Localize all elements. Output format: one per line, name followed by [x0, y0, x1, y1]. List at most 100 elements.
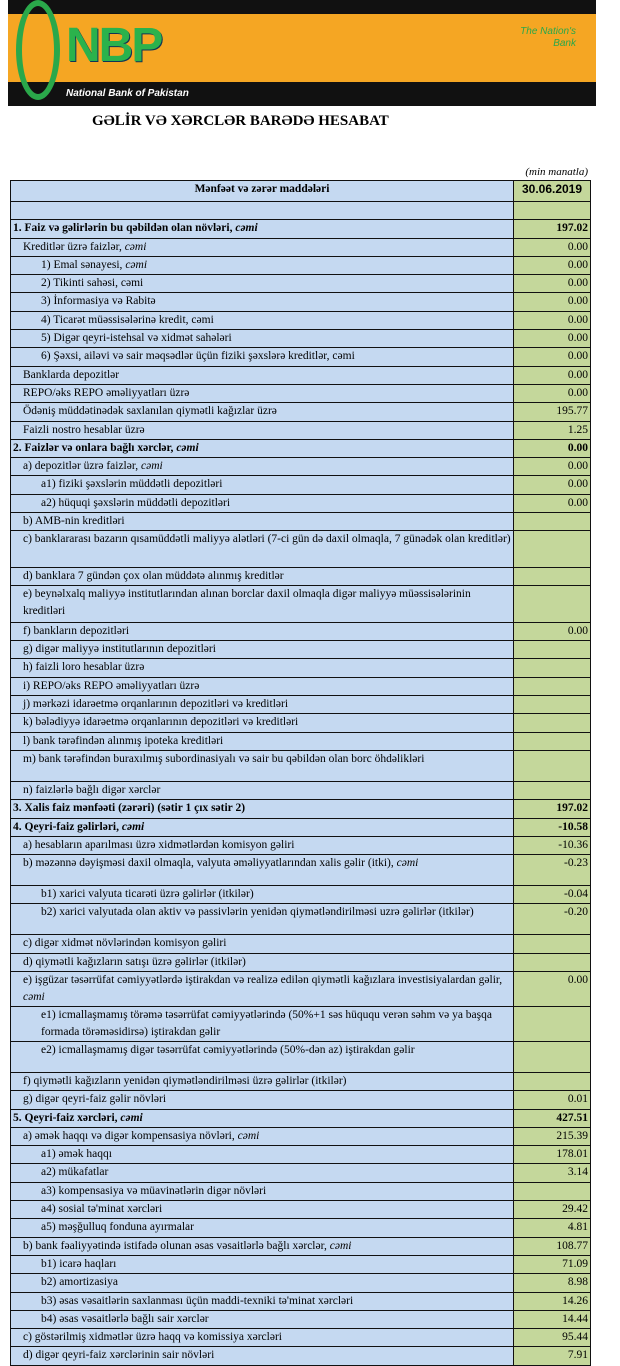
row-label: 1. Faiz və gəlirlərin bu qəbildən olan n… — [10, 219, 514, 239]
banner-bottom-bar — [8, 82, 596, 106]
table-row: b3) əsas vəsaitlərin saxlanması üçün mad… — [10, 1291, 591, 1311]
row-value: 215.39 — [513, 1126, 591, 1147]
row-label-text: d) digər qeyri-faiz xərclərinin sair növ… — [23, 1349, 215, 1362]
row-label-emphasis: cəmi — [124, 240, 147, 253]
column-header-date: 30.06.2019 — [513, 180, 591, 202]
row-label: c) banklararası bazarın qısamüddətli mal… — [10, 530, 514, 568]
nbp-logo-icon — [16, 0, 60, 100]
row-label: a2) mükafatlar — [10, 1163, 514, 1183]
row-label-text: 3) İnformasiya və Rabitə — [41, 295, 156, 308]
row-label-text: a) depozitlər üzrə faizlər, — [23, 460, 141, 473]
row-label: 2. Faizlər və onlara bağlı xərclər, cəmi — [10, 438, 514, 459]
row-label-text: b) məzənnə dəyişməsi daxil olmaqla, valy… — [23, 857, 397, 870]
table-row: e1) icmallaşmamış törəmə təsərrüfat cəmi… — [10, 1005, 591, 1042]
row-value — [513, 658, 591, 678]
row-label: b2) amortizasiya — [10, 1273, 514, 1293]
row-value: 0.00 — [513, 329, 591, 349]
table-row: Banklarda depozitlər 0.00 — [10, 365, 591, 385]
table-row: l) bank tərəfindən alınmış ipoteka kredi… — [10, 731, 591, 751]
row-value: 178.01 — [513, 1145, 591, 1165]
row-label: c) digər xidmət növlərindən komisyon gəl… — [10, 934, 514, 954]
table-row: f) bankların depozitləri 0.00 — [10, 621, 591, 642]
table-row: b) məzənnə dəyişməsi daxil olmaqla, valy… — [10, 854, 591, 887]
row-label — [10, 200, 514, 221]
row-label: a5) məşğulluq fonduna ayırmalar — [10, 1218, 514, 1238]
row-label: k) bələdiyyə idarəetmə orqanlarının depo… — [10, 713, 514, 733]
row-label-text: Ödəniş müddətinədək saxlanılan qiymətli … — [23, 405, 277, 418]
row-label: b3) əsas vəsaitlərin saxlanması üçün mad… — [10, 1291, 514, 1311]
row-value: 4.81 — [513, 1218, 591, 1238]
row-label-text: e1) icmallaşmamış törəmə təsərrüfat cəmi… — [41, 1008, 492, 1038]
row-label-emphasis: cəmi — [176, 441, 199, 454]
row-value — [513, 749, 591, 782]
tagline: The Nation's Bank — [520, 26, 576, 49]
table-row: 2. Faizlər və onlara bağlı xərclər, cəmi… — [10, 438, 591, 459]
table-row: c) digər xidmət növlərindən komisyon gəl… — [10, 934, 591, 954]
row-label-text: a5) məşğulluq fonduna ayırmalar — [41, 1221, 194, 1234]
row-value: -10.36 — [513, 835, 591, 856]
row-label-text: 5) Digər qeyri-istehsal və xidmət sahələ… — [41, 332, 232, 345]
row-value — [513, 566, 591, 587]
row-label-emphasis: cəmi — [120, 1111, 143, 1124]
table-row: c) banklararası bazarın qısamüddətli mal… — [10, 530, 591, 568]
row-label: e) beynəlxalq maliyyə institutlarından a… — [10, 585, 514, 623]
table-row: e) beynəlxalq maliyyə institutlarından a… — [10, 585, 591, 623]
row-label: d) qiymətli kağızların satışı üzrə gəlir… — [10, 952, 514, 972]
row-label: 2) Tikinti sahəsi, cəmi — [10, 274, 514, 294]
row-label: m) bank tərəfindən buraxılmış subordinas… — [10, 749, 514, 782]
table-row: b4) əsas vəsaitlərlə bağlı sair xərclər 1… — [10, 1309, 591, 1330]
table-row: b2) amortizasiya 8.98 — [10, 1273, 591, 1293]
row-label-text: a) hesabların aparılması üzrə xidmətlərd… — [23, 838, 295, 851]
row-value: 8.98 — [513, 1273, 591, 1293]
page-title: GƏLİR VƏ XƏRCLƏR BARƏDƏ HESABAT — [92, 113, 389, 129]
table-row: b2) xarici valyutada olan aktiv və passi… — [10, 903, 591, 936]
row-label-text: b2) xarici valyutada olan aktiv və passi… — [41, 906, 474, 919]
row-label-emphasis: cəmi — [125, 258, 148, 271]
row-value: 0.00 — [513, 438, 591, 459]
row-label: f) bankların depozitləri — [10, 621, 514, 642]
row-value — [513, 1071, 591, 1092]
row-value: 0.00 — [513, 493, 591, 514]
row-value: 0.00 — [513, 383, 591, 404]
income-statement-table: Mənfəət və zərər maddələri 30.06.2019 1.… — [10, 180, 591, 1366]
row-value — [513, 952, 591, 972]
row-label: 4) Ticarət müəssisələrinə kredit, cəmi — [10, 310, 514, 331]
row-value: 0.00 — [513, 292, 591, 312]
row-value — [513, 695, 591, 715]
row-value — [513, 640, 591, 660]
table-row: b1) xarici valyuta ticarəti üzrə gəlirlə… — [10, 885, 591, 905]
row-label: f) qiymətli kağızların yenidən qiymətlən… — [10, 1071, 514, 1092]
row-label-text: 1. Faiz və gəlirlərin bu qəbildən olan n… — [13, 222, 236, 235]
row-label: g) digər qeyri-faiz gəlir növləri — [10, 1090, 514, 1110]
table-row: a5) məşğulluq fonduna ayırmalar 4.81 — [10, 1218, 591, 1238]
table-row: c) göstərilmiş xidmətlər üzrə haqq və ko… — [10, 1328, 591, 1348]
row-value: 108.77 — [513, 1236, 591, 1256]
banner-orange-bar — [8, 14, 596, 82]
banner-top-bar — [8, 0, 596, 14]
table-row: a2) mükafatlar 3.14 — [10, 1163, 591, 1183]
row-label-text: b3) əsas vəsaitlərin saxlanması üçün mad… — [41, 1294, 354, 1307]
row-value: 3.14 — [513, 1163, 591, 1183]
table-row: m) bank tərəfindən buraxılmış subordinas… — [10, 749, 591, 782]
table-row: a2) hüquqi şəxslərin müddətli depozitlər… — [10, 493, 591, 514]
row-value: 0.00 — [513, 621, 591, 642]
row-label-text: g) digər qeyri-faiz gəlir növləri — [23, 1093, 167, 1106]
table-row: 4) Ticarət müəssisələrinə kredit, cəmi 0.… — [10, 310, 591, 331]
row-label: 6) Şəxsi, ailəvi və sair məqsədlər üçün … — [10, 347, 514, 367]
table-row: Faizli nostro hesablar üzrə 1.25 — [10, 420, 591, 440]
table-row: e) işgüzar təsərrüfat cəmiyyətlərdə işti… — [10, 970, 591, 1007]
row-label-text: e) işgüzar təsərrüfat cəmiyyətlərdə işti… — [23, 973, 503, 986]
row-label-text: n) faizlərlə bağlı digər xərclər — [23, 783, 161, 796]
row-label: l) bank tərəfindən alınmış ipoteka kredi… — [10, 731, 514, 751]
table-row: 3) İnformasiya və Rabitə 0.00 — [10, 292, 591, 312]
row-label-text: i) REPO/əks REPO əməliyyatları üzrə — [23, 679, 200, 692]
row-value: 71.09 — [513, 1254, 591, 1275]
row-value: 95.44 — [513, 1328, 591, 1348]
row-label: Kreditlər üzrə faizlər, cəmi — [10, 237, 514, 257]
row-label: e2) icmallaşmamış digər təsərrüfat cəmiy… — [10, 1040, 514, 1073]
row-label-text: b1) xarici valyuta ticarəti üzrə gəlirlə… — [41, 888, 254, 901]
table-row: f) qiymətli kağızların yenidən qiymətlən… — [10, 1071, 591, 1092]
row-label-emphasis: cəmi — [237, 1129, 260, 1142]
table-row: Ödəniş müddətinədək saxlanılan qiymətli … — [10, 402, 591, 422]
row-label: a) depozitlər üzrə faizlər, cəmi — [10, 457, 514, 477]
